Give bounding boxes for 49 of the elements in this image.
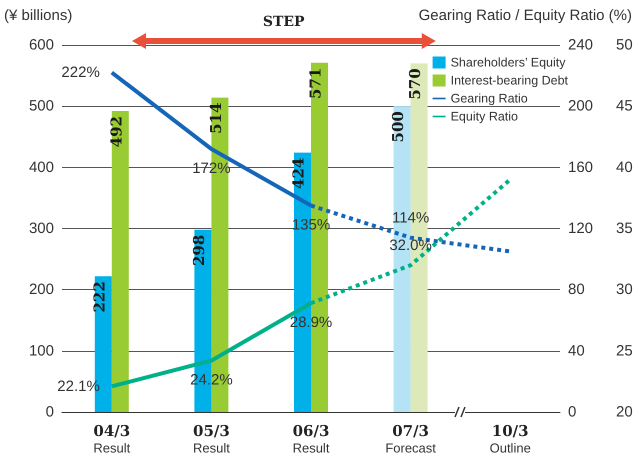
data-label: 28.9% (290, 314, 332, 332)
data-label: 32.0% (389, 237, 432, 254)
data-label: 424 (290, 158, 308, 189)
x-tick-label: 06/3 Result (292, 422, 330, 456)
data-label: 24.2% (190, 372, 233, 389)
data-label: 571 (306, 68, 324, 100)
y3-tick-label: 50 (616, 36, 633, 54)
y-tick-label: 100 (28, 342, 54, 360)
y3-tick-label: 20 (616, 404, 633, 420)
legend-label: Shareholders’ Equity (450, 56, 566, 70)
data-label: 222% (61, 64, 100, 82)
y2-tick-label: 160 (568, 158, 594, 176)
y2-tick-label: 40 (568, 342, 585, 360)
data-label: 135% (292, 216, 330, 234)
x-tick-label: 07/3 Forecast (385, 422, 436, 456)
y-tick-label: 200 (28, 281, 54, 298)
y2-tick-label: 200 (568, 98, 594, 115)
x-tick-label: 04/3 Result (93, 422, 131, 456)
y-tick-label: 300 (28, 220, 54, 237)
legend-label: Gearing Ratio (450, 92, 528, 106)
data-label: 222 (90, 281, 108, 313)
y2-tick-label: 0 (568, 404, 576, 420)
y-tick-label: 0 (46, 404, 54, 420)
y3-tick-label: 25 (616, 342, 633, 360)
y2-tick-label: 80 (568, 281, 585, 298)
y-tick-label: 500 (28, 98, 54, 115)
y3-tick-label: 30 (616, 281, 633, 298)
bar (112, 111, 129, 412)
text: STEP (262, 14, 305, 30)
data-label: 172% (192, 160, 231, 177)
data-label: 492 (107, 116, 126, 148)
legend-label: Interest-bearing Debt (450, 74, 569, 88)
x-tick-label: 10/3 Outline (490, 422, 531, 456)
data-label: 114% (392, 210, 430, 227)
y3-tick-label: 40 (616, 158, 633, 176)
y3-tick-label: 45 (616, 98, 633, 115)
x-tick-label: 05/3 Result (192, 422, 230, 456)
legend-label: Equity Ratio (450, 110, 518, 124)
y-tick-label: 600 (28, 36, 54, 54)
y-tick-label: 400 (28, 158, 54, 176)
y3-tick-label: 35 (616, 220, 633, 237)
data-label: 500 (389, 111, 408, 142)
data-label: 570 (406, 68, 424, 100)
y2-axis-title: Gearing Ratio / Equity Ratio (%) (418, 7, 632, 24)
y2-tick-label: 120 (568, 220, 594, 237)
data-label: 298 (190, 234, 208, 266)
y-axis-title: (¥ billions) (4, 7, 72, 24)
y2-tick-label: 240 (568, 36, 594, 54)
data-label: 514 (206, 102, 225, 134)
